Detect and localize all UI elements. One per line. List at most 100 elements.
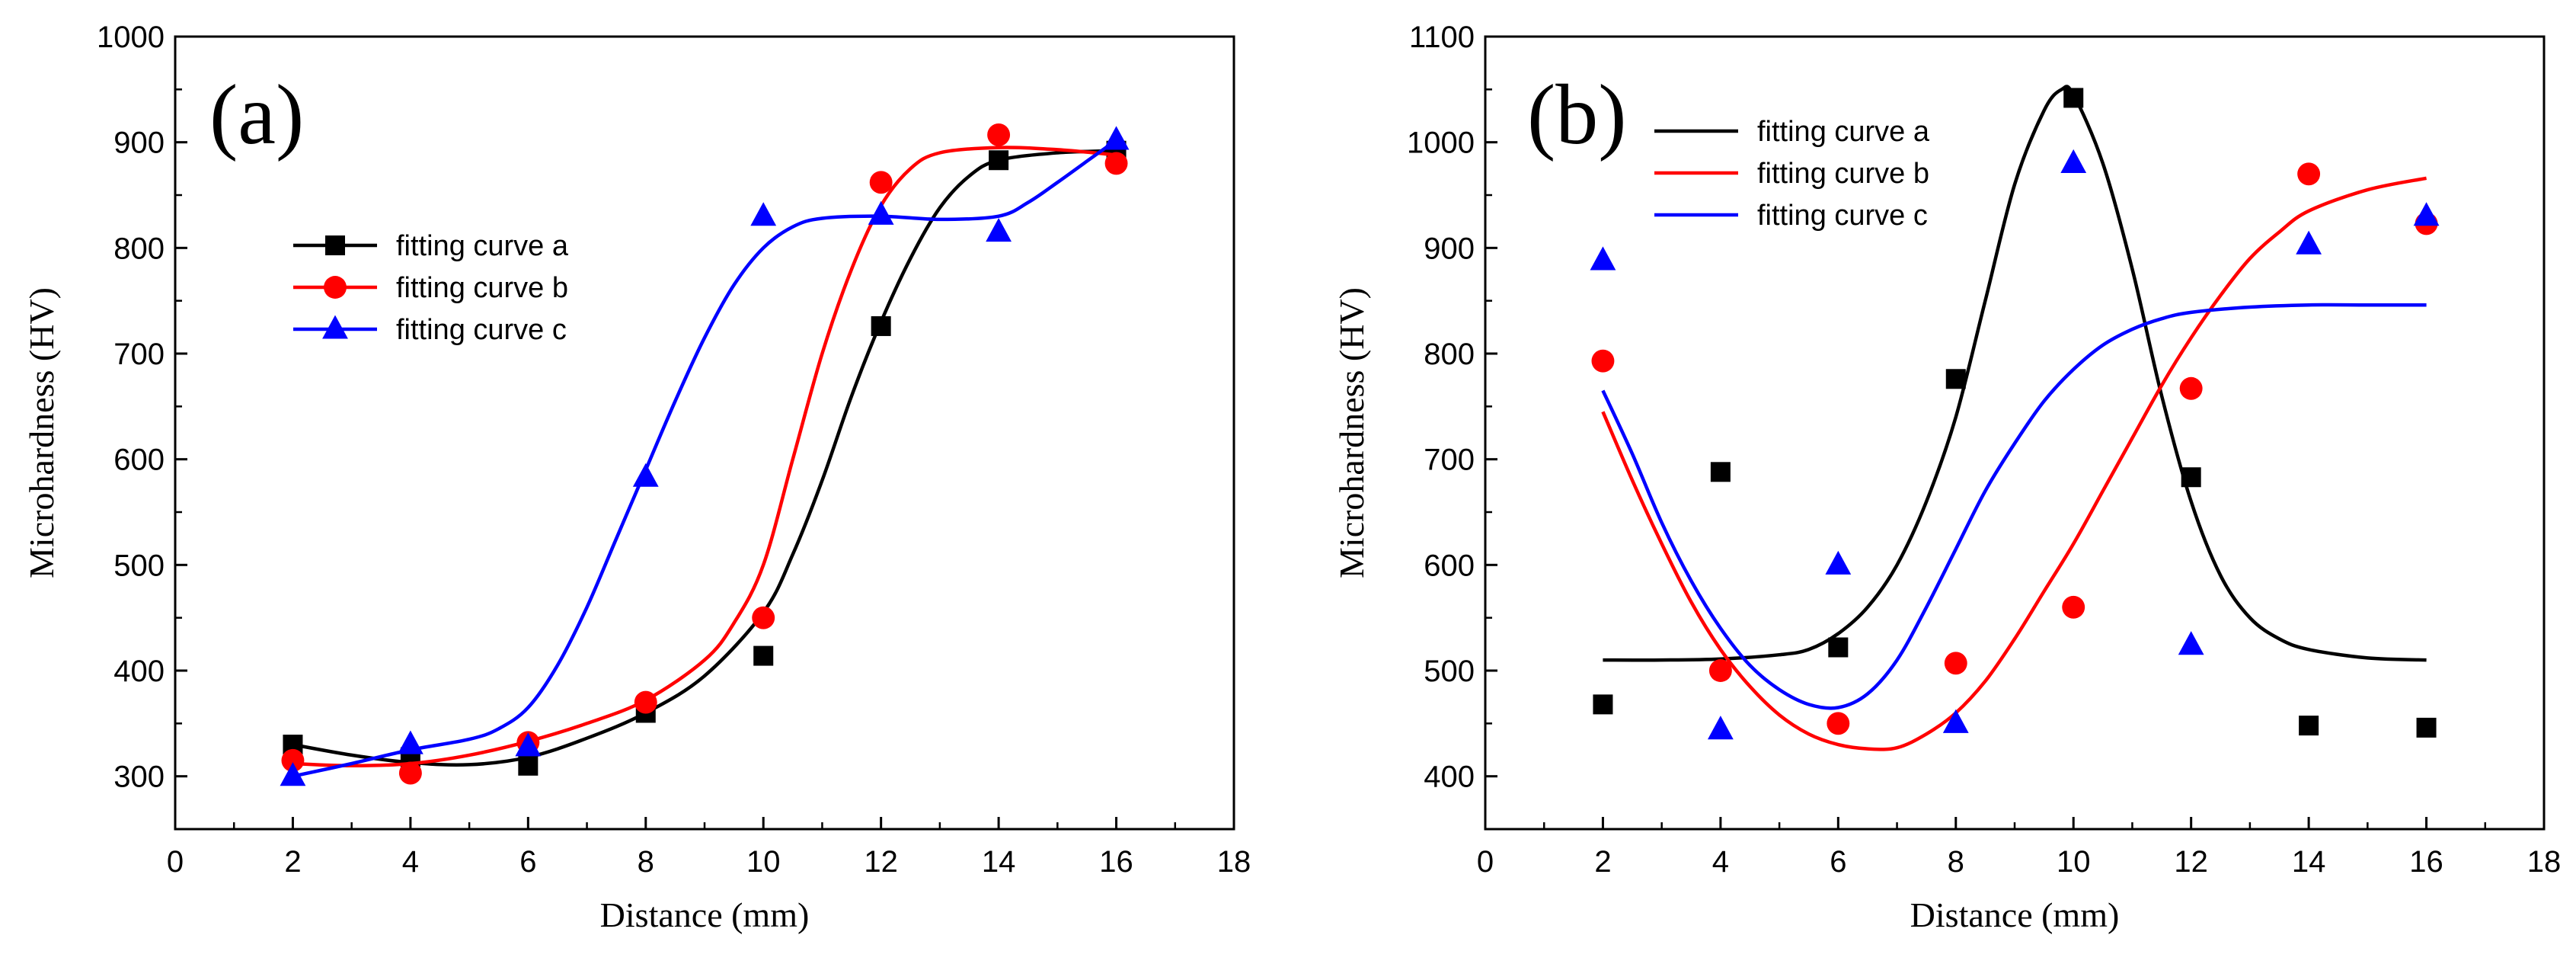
data-point-circle — [1944, 652, 1967, 675]
y-tick-label: 400 — [113, 655, 165, 688]
y-tick-label: 700 — [1424, 444, 1475, 477]
panel-label: (a) — [209, 68, 304, 162]
data-point-triangle — [1942, 709, 1969, 733]
series-circle — [281, 123, 1128, 785]
data-point-triangle — [632, 463, 659, 487]
data-point-circle — [2062, 595, 2085, 619]
legend: fitting curve a fitting curve b fitting cu… — [1654, 116, 1930, 232]
series-square — [1593, 85, 2437, 738]
data-point-triangle — [1103, 126, 1130, 150]
x-tick-label: 16 — [1099, 845, 1133, 879]
data-point-triangle — [986, 217, 1012, 242]
series-circle — [1591, 162, 2438, 751]
data-point-square — [2063, 88, 2084, 108]
y-tick-label: 1100 — [1409, 21, 1475, 54]
x-tick-label: 0 — [167, 845, 184, 879]
data-point-square — [325, 235, 345, 255]
fitting-curve-line — [292, 139, 1117, 778]
data-point-triangle — [397, 730, 423, 754]
x-tick-label: 16 — [2409, 845, 2443, 879]
y-tick-label: 1000 — [1407, 127, 1475, 160]
y-tick-label: 600 — [113, 444, 165, 477]
y-tick-label: 900 — [113, 127, 165, 160]
y-tick-label: 900 — [1424, 232, 1475, 265]
data-point-circle — [1827, 712, 1850, 735]
x-tick-label: 2 — [1594, 845, 1611, 879]
fitting-curve-line — [292, 146, 1117, 768]
y-tick-label: 1000 — [97, 21, 165, 54]
plot-frame — [174, 35, 1235, 831]
data-point-circle — [324, 276, 347, 299]
y-tick-label: 600 — [1424, 549, 1475, 582]
x-tick-label: 14 — [2292, 845, 2326, 879]
x-tick-label: 10 — [2057, 845, 2091, 879]
y-tick-label: 500 — [1424, 655, 1475, 688]
x-tick-label: 8 — [1948, 845, 1964, 879]
data-point-triangle — [322, 315, 348, 339]
panel-label: (b) — [1527, 68, 1627, 162]
x-tick-label: 6 — [1830, 845, 1846, 879]
data-point-triangle — [1825, 550, 1852, 575]
y-tick-label: 800 — [1424, 338, 1475, 371]
y-tick-label: 300 — [113, 761, 165, 794]
legend-label: fitting curve b — [396, 272, 568, 304]
data-point-circle — [634, 690, 657, 714]
data-point-circle — [752, 606, 775, 629]
data-point-triangle — [750, 202, 777, 226]
data-point-circle — [2179, 376, 2203, 400]
data-point-triangle — [868, 200, 894, 225]
x-tick-label: 8 — [638, 845, 654, 879]
data-point-circle — [1708, 659, 1732, 682]
plot-frame — [1484, 35, 2546, 831]
x-tick-label: 2 — [284, 845, 301, 879]
fitting-curve-line — [1601, 176, 2427, 751]
data-point-square — [1593, 694, 1613, 715]
data-point-triangle — [2060, 149, 2087, 173]
data-point-triangle — [2296, 230, 2322, 255]
data-point-circle — [1104, 152, 1128, 175]
legend-label: fitting curve c — [396, 314, 567, 346]
y-axis-title: Microhardness (HV) — [22, 287, 61, 578]
legend-label: fitting curve a — [1757, 116, 1930, 148]
data-point-triangle — [1707, 716, 1734, 740]
x-tick-label: 12 — [864, 845, 898, 879]
data-point-square — [1828, 637, 1849, 658]
data-point-triangle — [280, 762, 306, 786]
legend: fitting curve a fitting curve b fitting cu… — [293, 230, 569, 346]
y-tick-label: 800 — [113, 232, 165, 265]
x-tick-label: 12 — [2174, 845, 2208, 879]
data-point-triangle — [2413, 202, 2440, 226]
data-point-triangle — [515, 732, 542, 757]
series-triangle — [280, 126, 1130, 786]
data-point-circle — [398, 761, 422, 785]
fitting-curve-line — [292, 149, 1117, 767]
x-tick-label: 0 — [1477, 845, 1494, 879]
legend-label: fitting curve c — [1757, 200, 1928, 232]
x-tick-label: 4 — [1712, 845, 1729, 879]
x-tick-label: 10 — [746, 845, 781, 879]
x-tick-label: 14 — [982, 845, 1016, 879]
data-point-square — [2416, 717, 2437, 738]
y-tick-label: 700 — [113, 338, 165, 371]
x-axis-title: Distance (mm) — [600, 895, 810, 934]
data-point-circle — [281, 748, 305, 772]
data-point-square — [2299, 716, 2319, 736]
y-tick-label: 500 — [113, 549, 165, 582]
legend-label: fitting curve a — [396, 230, 569, 262]
panel-a: (a) 0 2 4 6 8 10 12 14 16 18 300 400 500 600 700 800 900… — [22, 21, 1251, 934]
x-axis-title: Distance (mm) — [1910, 895, 2120, 934]
data-point-square — [2181, 467, 2201, 488]
data-point-circle — [1591, 349, 1615, 373]
data-point-square — [1945, 369, 1966, 389]
panel-b: (b) 0 2 4 6 8 10 12 14 16 18 400 500 600 700 800 900 100… — [1332, 21, 2561, 934]
data-point-square — [753, 645, 774, 666]
data-point-square — [989, 150, 1009, 171]
data-point-square — [1710, 462, 1731, 482]
fitting-curve-line — [1603, 85, 2427, 662]
data-point-circle — [2297, 162, 2321, 186]
x-tick-label: 4 — [402, 845, 419, 879]
x-tick-label: 18 — [1217, 845, 1251, 879]
x-tick-label: 18 — [2527, 845, 2562, 879]
series-triangle — [1590, 149, 2440, 740]
